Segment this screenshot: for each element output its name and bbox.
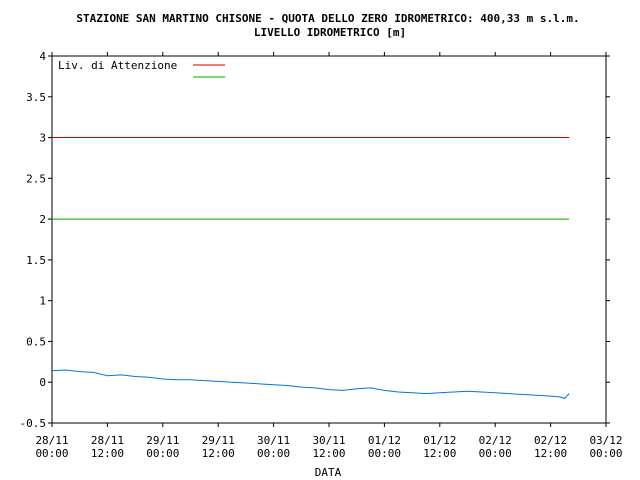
y-tick-label: 4 [39, 50, 46, 63]
x-tick-label-time: 12:00 [202, 447, 235, 460]
x-tick-label-date: 02/12 [534, 434, 567, 447]
x-tick-label-time: 12:00 [534, 447, 567, 460]
y-tick-label: 1 [39, 295, 46, 308]
chart-title: STAZIONE SAN MARTINO CHISONE - QUOTA DEL… [76, 12, 579, 25]
y-tick-label: 0.5 [26, 335, 46, 348]
x-tick-label-date: 30/11 [257, 434, 290, 447]
series-group [51, 369, 570, 400]
x-tick-label-time: 00:00 [257, 447, 290, 460]
y-axis: -0.5 0 0.5 1 1.5 2 2.5 3 3.5 4 [20, 50, 610, 430]
chart-subtitle: LIVELLO IDROMETRICO [m] [254, 26, 406, 39]
series-line-0 [51, 369, 570, 400]
x-tick-label-time: 12:00 [312, 447, 345, 460]
threshold-lines [52, 137, 570, 220]
y-tick-label: 0 [39, 376, 46, 389]
y-tick-label: 3 [39, 132, 46, 145]
y-tick-label: 2 [39, 213, 46, 226]
x-tick-label-date: 01/12 [423, 434, 456, 447]
x-tick-label-date: 29/11 [202, 434, 235, 447]
x-tick-label-time: 12:00 [91, 447, 124, 460]
legend: Liv. di Attenzione [58, 59, 225, 78]
plot-area [51, 55, 607, 424]
x-tick-label-time: 12:00 [423, 447, 456, 460]
x-tick-label-date: 01/12 [368, 434, 401, 447]
x-tick-label-time: 00:00 [368, 447, 401, 460]
y-tick-label: 2.5 [26, 172, 46, 185]
x-axis: 28/1100:0028/1112:0029/1100:0029/1112:00… [35, 52, 623, 460]
x-tick-label-date: 28/11 [91, 434, 124, 447]
x-tick-label-time: 00:00 [146, 447, 179, 460]
y-tick-label: -0.5 [20, 417, 47, 430]
x-tick-label-date: 03/12 [589, 434, 622, 447]
x-axis-label: DATA [315, 466, 342, 479]
x-tick-label-time: 00:00 [589, 447, 622, 460]
x-tick-label-date: 28/11 [35, 434, 68, 447]
x-tick-label-date: 30/11 [312, 434, 345, 447]
y-tick-label: 3.5 [26, 91, 46, 104]
y-tick-label: 1.5 [26, 254, 46, 267]
x-tick-label-time: 00:00 [479, 447, 512, 460]
x-tick-label-date: 29/11 [146, 434, 179, 447]
x-tick-label-time: 00:00 [35, 447, 68, 460]
legend-label-0: Liv. di Attenzione [58, 59, 177, 72]
x-tick-label-date: 02/12 [479, 434, 512, 447]
